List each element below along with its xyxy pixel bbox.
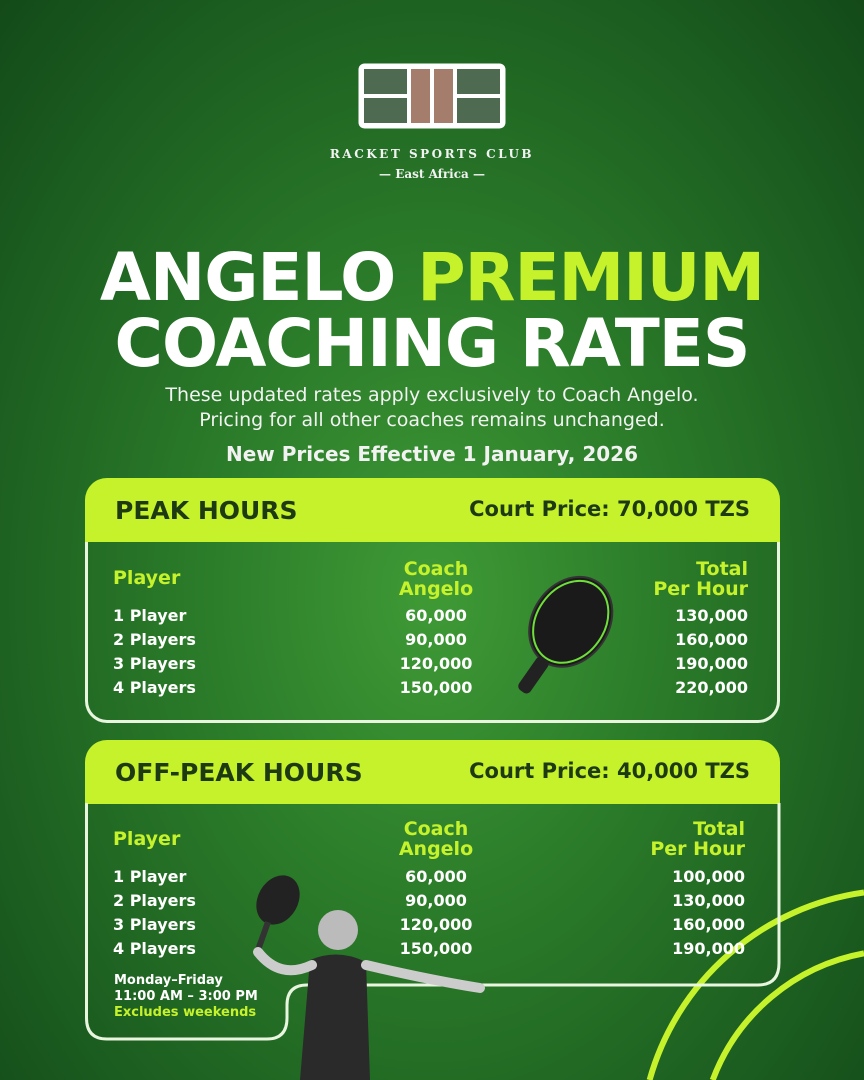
peak-coach-column: 60,000 90,000 120,000 150,000 bbox=[376, 604, 496, 700]
peak-header: PEAK HOURS Court Price: 70,000 TZS bbox=[85, 478, 780, 542]
table-cell: 220,000 bbox=[675, 678, 748, 697]
club-region: — East Africa — bbox=[379, 167, 485, 181]
offpeak-col-coach-1: Coach bbox=[403, 818, 469, 840]
offpeak-heading: OFF-PEAK HOURS bbox=[115, 758, 363, 787]
subtitle-line-2: Pricing for all other coaches remains un… bbox=[199, 409, 665, 431]
table-cell: 130,000 bbox=[672, 891, 745, 910]
offpeak-coach-column: 60,000 90,000 120,000 150,000 bbox=[376, 865, 496, 961]
table-cell: 4 Players bbox=[113, 678, 196, 697]
peak-col-total-2: Per Hour bbox=[653, 578, 748, 600]
offpeak-col-total-1: Total bbox=[693, 818, 745, 840]
region-text: East Africa bbox=[395, 167, 469, 181]
table-cell: 1 Player bbox=[113, 867, 187, 886]
offpeak-col-coach: Coach Angelo bbox=[376, 819, 496, 859]
schedule-days: Monday–Friday bbox=[114, 973, 223, 988]
offpeak-court-price: Court Price: 40,000 TZS bbox=[469, 759, 750, 783]
table-cell: 4 Players bbox=[113, 939, 196, 958]
table-cell: 1 Player bbox=[113, 606, 187, 625]
player-photo-icon bbox=[253, 875, 485, 1080]
table-cell: 3 Players bbox=[113, 915, 196, 934]
club-logo-icon bbox=[358, 63, 506, 129]
table-cell: 90,000 bbox=[405, 891, 467, 910]
table-cell: 2 Players bbox=[113, 891, 196, 910]
offpeak-col-total-2: Per Hour bbox=[650, 838, 745, 860]
offpeak-col-total: Total Per Hour bbox=[650, 819, 745, 859]
title-word-angelo: ANGELO bbox=[99, 239, 396, 316]
schedule-note: Excludes weekends bbox=[114, 1005, 257, 1020]
offpeak-col-coach-2: Angelo bbox=[398, 838, 474, 860]
club-name: RACKET SPORTS CLUB bbox=[329, 147, 535, 161]
peak-col-total-1: Total bbox=[696, 558, 748, 580]
peak-col-coach: Coach Angelo bbox=[376, 559, 496, 599]
peak-col-coach-1: Coach bbox=[403, 558, 469, 580]
table-cell: 130,000 bbox=[675, 606, 748, 625]
peak-court-price: Court Price: 70,000 TZS bbox=[469, 497, 750, 521]
offpeak-col-player: Player bbox=[113, 828, 181, 850]
table-cell: 160,000 bbox=[672, 915, 745, 934]
peak-total-column: 130,000 160,000 190,000 220,000 bbox=[675, 604, 748, 700]
offpeak-table-border bbox=[85, 803, 781, 1041]
offpeak-total-column: 100,000 130,000 160,000 190,000 bbox=[672, 865, 745, 961]
table-cell: 60,000 bbox=[405, 867, 467, 886]
schedule-hours: 11:00 AM – 3:00 PM bbox=[114, 989, 258, 1004]
table-cell: 100,000 bbox=[672, 867, 745, 886]
peak-col-total: Total Per Hour bbox=[653, 559, 748, 599]
title-line-1: ANGELO PREMIUM bbox=[0, 244, 864, 312]
title-word-premium: PREMIUM bbox=[417, 239, 765, 316]
effective-date: New Prices Effective 1 January, 2026 bbox=[225, 442, 639, 466]
peak-players-column: 1 Player 2 Players 3 Players 4 Players bbox=[113, 604, 196, 700]
offpeak-players-column: 1 Player 2 Players 3 Players 4 Players bbox=[113, 865, 196, 961]
offpeak-schedule: Monday–Friday 11:00 AM – 3:00 PM Exclude… bbox=[114, 973, 258, 1021]
table-cell: 2 Players bbox=[113, 630, 196, 649]
title-line-2: COACHING RATES bbox=[114, 305, 751, 382]
peak-table bbox=[85, 542, 780, 723]
table-cell: 60,000 bbox=[405, 606, 467, 625]
table-cell: 160,000 bbox=[675, 630, 748, 649]
peak-col-coach-2: Angelo bbox=[398, 578, 474, 600]
table-cell: 3 Players bbox=[113, 654, 196, 673]
table-cell: 150,000 bbox=[399, 678, 473, 697]
table-cell: 120,000 bbox=[399, 654, 473, 673]
table-cell: 190,000 bbox=[672, 939, 745, 958]
peak-col-player: Player bbox=[113, 567, 181, 589]
offpeak-header: OFF-PEAK HOURS Court Price: 40,000 TZS bbox=[85, 740, 780, 804]
subtitle-line-1: These updated rates apply exclusively to… bbox=[165, 384, 699, 406]
table-cell: 120,000 bbox=[399, 915, 473, 934]
padel-racket-icon bbox=[518, 575, 614, 694]
table-cell: 190,000 bbox=[675, 654, 748, 673]
peak-heading: PEAK HOURS bbox=[115, 496, 298, 525]
table-cell: 90,000 bbox=[405, 630, 467, 649]
table-cell: 150,000 bbox=[399, 939, 473, 958]
